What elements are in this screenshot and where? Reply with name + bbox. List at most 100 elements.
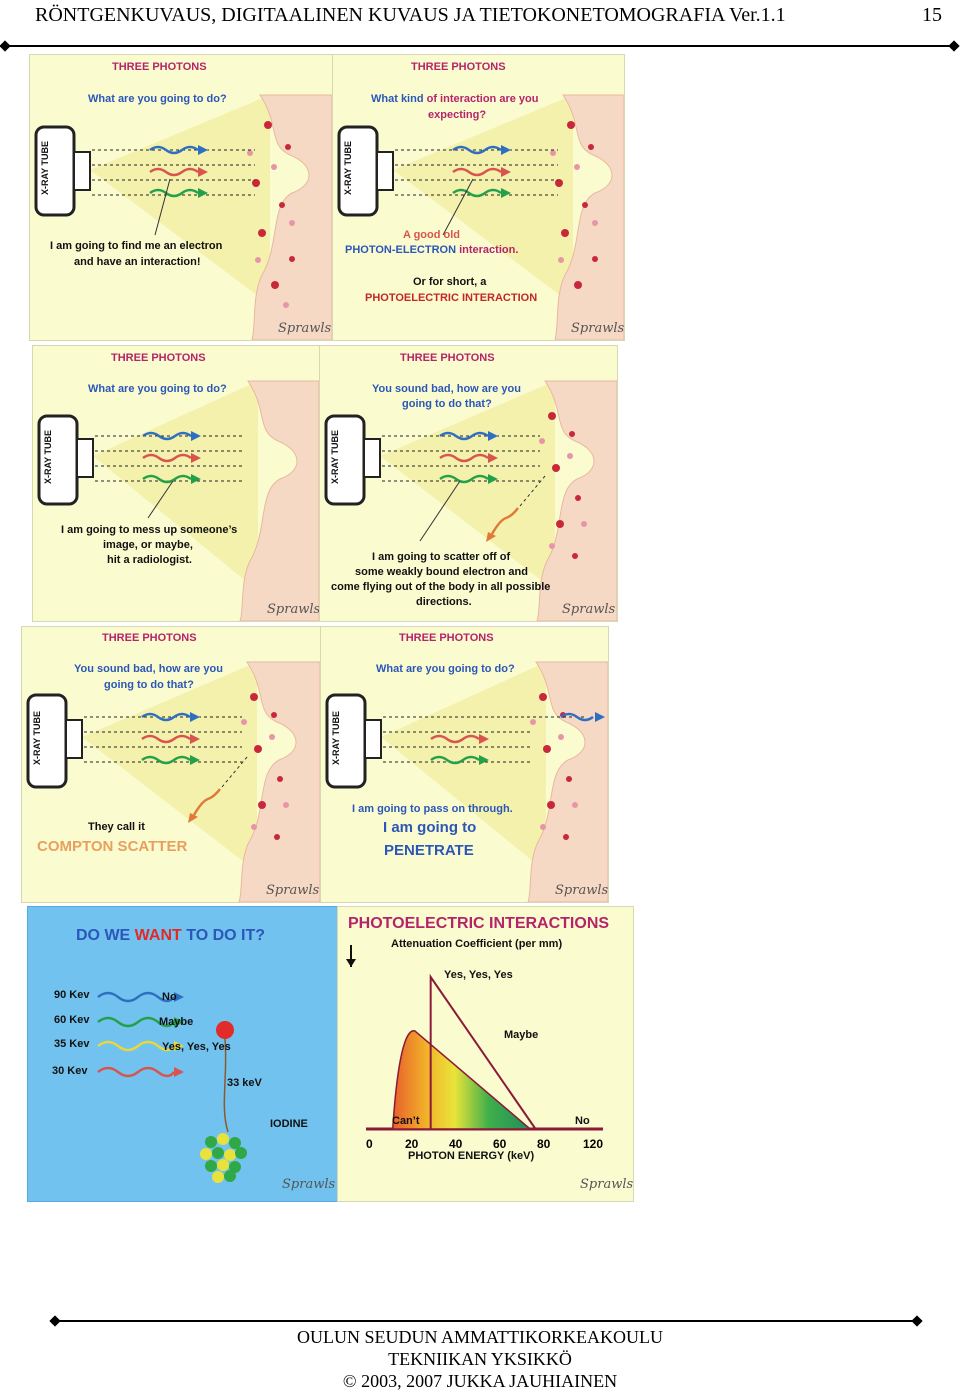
panel-answer-line1: I am going to mess up someone’s bbox=[61, 524, 238, 536]
panel-question-line2: going to do that? bbox=[104, 679, 194, 691]
footer-institution: OULUN SEUDUN AMMATTIKORKEAKOULU bbox=[0, 1327, 960, 1348]
panel-photoelectric-chart: PHOTOELECTRIC INTERACTIONS Attenuation C… bbox=[337, 906, 634, 1202]
footer-rule-right-diamond bbox=[911, 1315, 923, 1327]
panel-answer-line4: directions. bbox=[416, 596, 472, 608]
title-part: TO DO IT? bbox=[181, 927, 266, 944]
xray-tube-label: X-RAY TUBE bbox=[32, 710, 42, 765]
panel-question: What kind of interaction are you bbox=[371, 93, 538, 105]
attenuation-area bbox=[391, 1030, 533, 1130]
panel-answer-line1: They call it bbox=[88, 821, 145, 833]
energy-answer: Yes, Yes, Yes bbox=[162, 1041, 231, 1053]
panel-illustration bbox=[333, 55, 624, 340]
xray-tube-label: X-RAY TUBE bbox=[331, 710, 341, 765]
panel-answer-line2: I am going to bbox=[383, 819, 477, 836]
xray-tube-label: X-RAY TUBE bbox=[330, 429, 340, 484]
panel-illustration bbox=[30, 55, 332, 340]
panel-illustration bbox=[28, 907, 337, 1201]
panel-question: What are you going to do? bbox=[376, 663, 515, 675]
panel-illustration bbox=[33, 346, 319, 621]
x-tick-label: 0 bbox=[366, 1137, 373, 1151]
footer-rule-left-diamond bbox=[49, 1315, 61, 1327]
panel-answer-line3: Or for short, a bbox=[413, 276, 487, 288]
footer-line: TEKNIIKAN YKSIKKÖ bbox=[388, 1349, 572, 1369]
annotation-yes: Yes, Yes, Yes bbox=[444, 969, 513, 981]
x-tick-label: 60 bbox=[493, 1137, 507, 1151]
footer-unit: TEKNIIKAN YKSIKKÖ bbox=[0, 1349, 960, 1370]
panel-do-we-want: DO WE WANT TO DO IT? 90 Kev No 60 Kev Ma… bbox=[27, 906, 338, 1202]
panel-photon-mess-up-image: THREE PHOTONS What are you going to do? … bbox=[32, 345, 320, 622]
panel-answer-line1: I am going to scatter off of bbox=[372, 551, 511, 563]
sprawls-signature: Sprawls bbox=[571, 321, 625, 336]
panel-photoelectric-interaction: THREE PHOTONS What kind of interaction a… bbox=[332, 54, 625, 341]
panel-illustration bbox=[321, 627, 608, 902]
panel-photon-scatter: THREE PHOTONS You sound bad, how are you… bbox=[319, 345, 618, 622]
energy-label: 35 Kev bbox=[54, 1038, 90, 1050]
panel-penetrate: THREE PHOTONS What are you going to do? … bbox=[320, 626, 609, 903]
y-axis-label: Attenuation Coefficient (per mm) bbox=[391, 938, 563, 950]
sprawls-signature: Sprawls bbox=[267, 602, 320, 617]
annotation-no: No bbox=[575, 1115, 590, 1127]
header-rule-left-diamond bbox=[0, 40, 11, 52]
panel-question: What are you going to do? bbox=[88, 383, 227, 395]
panel-title: DO WE WANT TO DO IT? bbox=[76, 927, 265, 945]
panel-heading: THREE PHOTONS bbox=[399, 632, 494, 644]
question-part: of interaction are you bbox=[426, 93, 539, 105]
annotation-cant: Can’t bbox=[392, 1115, 420, 1127]
page-header: RÖNTGENKUVAUS, DIGITAALINEN KUVAUS JA TI… bbox=[0, 0, 960, 40]
energy-label: 60 Kev bbox=[54, 1014, 90, 1026]
chart-title: PHOTOELECTRIC INTERACTIONS bbox=[348, 915, 610, 932]
k-edge-triangle bbox=[429, 973, 537, 1130]
panel-answer-line1: I am going to find me an electron bbox=[50, 240, 223, 252]
question-part: What kind bbox=[371, 93, 427, 105]
energy-answer: Maybe bbox=[159, 1016, 194, 1028]
panel-question-line1: You sound bad, how are you bbox=[372, 383, 521, 395]
sprawls-signature: Sprawls bbox=[562, 602, 616, 617]
panel-answer-line1: A good old bbox=[403, 229, 461, 241]
header-rule bbox=[5, 45, 955, 47]
energy-label: 30 Kev bbox=[52, 1065, 88, 1077]
answer-part: interaction. bbox=[456, 244, 519, 256]
panel-heading: THREE PHOTONS bbox=[411, 61, 506, 73]
sprawls-signature: Sprawls bbox=[266, 883, 320, 898]
iodine-cluster bbox=[200, 1133, 247, 1183]
panel-answer-line2: some weakly bound electron and bbox=[355, 566, 528, 578]
annotation-maybe: Maybe bbox=[504, 1029, 539, 1041]
xray-tube-label: X-RAY TUBE bbox=[40, 140, 50, 195]
panel-answer-line3: hit a radiologist. bbox=[107, 554, 192, 566]
panel-question-line2: expecting? bbox=[428, 109, 487, 121]
panel-question: What are you going to do? bbox=[88, 93, 227, 105]
title-part: WANT bbox=[134, 927, 182, 944]
page-number: 15 bbox=[922, 4, 942, 26]
panel-heading: THREE PHOTONS bbox=[102, 632, 197, 644]
x-tick-label: 80 bbox=[537, 1137, 551, 1151]
photoelectric-chart bbox=[338, 907, 633, 1201]
sprawls-signature: Sprawls bbox=[555, 883, 609, 898]
answer-part: PHOTON-ELECTRON bbox=[345, 244, 457, 256]
x-tick-label: 40 bbox=[449, 1137, 463, 1151]
energy-label: 90 Kev bbox=[54, 989, 90, 1001]
panel-compton-scatter: THREE PHOTONS You sound bad, how are you… bbox=[21, 626, 321, 903]
energy-answer: No bbox=[162, 991, 177, 1003]
panel-answer-line2: image, or maybe, bbox=[103, 539, 193, 551]
document-title: RÖNTGENKUVAUS, DIGITAALINEN KUVAUS JA TI… bbox=[35, 4, 786, 26]
panel-illustration bbox=[22, 627, 320, 902]
title-part: DO WE bbox=[76, 927, 135, 944]
panel-question-line1: You sound bad, how are you bbox=[74, 663, 223, 675]
footer-line: © 2003, 2007 JUKKA JAUHIAINEN bbox=[342, 1371, 618, 1391]
xray-tube-label: X-RAY TUBE bbox=[43, 429, 53, 484]
header-rule-right-diamond bbox=[948, 40, 960, 52]
iodine-label: IODINE bbox=[270, 1118, 308, 1130]
xray-tube-label: X-RAY TUBE bbox=[343, 140, 353, 195]
panel-answer-line3: come flying out of the body in all possi… bbox=[331, 581, 551, 593]
footer-line: OULUN SEUDUN AMMATTIKORKEAKOULU bbox=[297, 1327, 663, 1347]
panel-photon-find-electron: THREE PHOTONS What are you going to do? … bbox=[29, 54, 333, 341]
x-tick-label: 20 bbox=[405, 1137, 419, 1151]
panel-question-line2: going to do that? bbox=[402, 398, 492, 410]
panel-heading: THREE PHOTONS bbox=[111, 352, 206, 364]
sprawls-signature: Sprawls bbox=[580, 1177, 634, 1192]
y-axis-arrowhead bbox=[346, 959, 356, 967]
panel-heading: THREE PHOTONS bbox=[112, 61, 207, 73]
panel-answer-line1: I am going to pass on through. bbox=[352, 803, 513, 815]
sprawls-signature: Sprawls bbox=[282, 1177, 336, 1192]
footer-copyright: © 2003, 2007 JUKKA JAUHIAINEN bbox=[0, 1371, 960, 1392]
